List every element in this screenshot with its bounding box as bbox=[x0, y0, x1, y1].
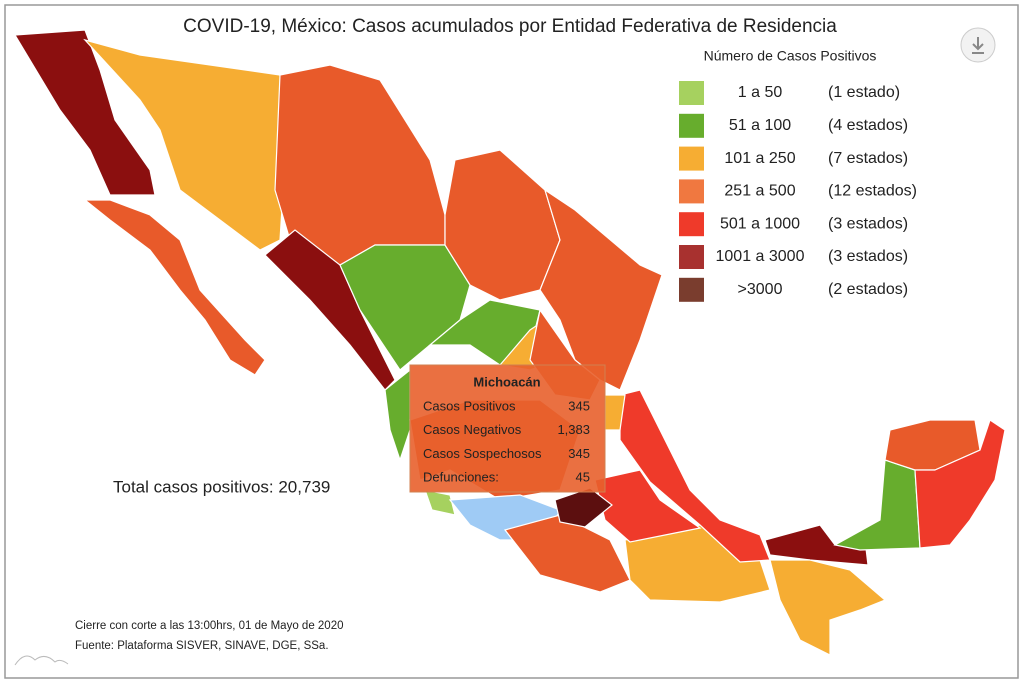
legend-count: (1 estado) bbox=[828, 84, 900, 101]
tooltip-label: Casos Negativos bbox=[423, 422, 522, 437]
legend-count: (3 estados) bbox=[828, 215, 908, 232]
state[interactable] bbox=[13, 29, 156, 196]
legend-count: (3 estados) bbox=[828, 248, 908, 265]
legend-range: 101 a 250 bbox=[724, 150, 795, 167]
note: Cierre con corte a las 13:00hrs, 01 de M… bbox=[75, 620, 344, 632]
legend-swatch bbox=[679, 146, 704, 171]
legend-range: >3000 bbox=[738, 281, 783, 298]
tooltip: Michoacán Casos Positivos 345 Casos Negati… bbox=[409, 364, 606, 493]
legend-title: Número de Casos Positivos bbox=[704, 48, 877, 64]
legend-range: 501 a 1000 bbox=[720, 215, 800, 232]
title: COVID-19, México: Casos acumulados por E… bbox=[183, 16, 837, 37]
state[interactable] bbox=[384, 368, 411, 462]
state[interactable] bbox=[914, 419, 1006, 549]
legend-count: (2 estados) bbox=[828, 281, 908, 298]
tooltip-label: Defunciones: bbox=[423, 470, 499, 485]
state[interactable] bbox=[594, 469, 702, 543]
state[interactable] bbox=[264, 229, 396, 391]
note: Fuente: Plataforma SISVER, SINAVE, DGE, … bbox=[75, 640, 329, 652]
legend-swatch bbox=[679, 179, 704, 204]
legend-range: 1001 a 3000 bbox=[716, 248, 805, 265]
tooltip-value: 1,383 bbox=[557, 422, 590, 437]
legend-count: (12 estados) bbox=[828, 183, 917, 200]
legend-swatch bbox=[679, 212, 704, 237]
tooltip-title: Michoacán bbox=[473, 374, 540, 389]
logo bbox=[14, 655, 69, 666]
tooltip-value: 345 bbox=[568, 446, 590, 461]
tooltip-value: 45 bbox=[576, 470, 590, 485]
state[interactable] bbox=[619, 389, 771, 563]
legend-range: 251 a 500 bbox=[724, 183, 795, 200]
tooltip-rows: Casos Positivos 345 Casos Negativos 1,383 Ca… bbox=[423, 398, 590, 484]
total: Total casos positivos: 20,739 bbox=[113, 477, 330, 496]
tooltip-value: 345 bbox=[568, 398, 590, 413]
state[interactable] bbox=[539, 188, 663, 391]
tooltip-box bbox=[409, 364, 606, 493]
legend: 1 a 50 (1 estado) 51 a 100 (4 estados) 101 a… bbox=[679, 81, 917, 302]
legend-swatch bbox=[679, 245, 704, 269]
download-icon bbox=[972, 37, 984, 54]
state[interactable] bbox=[769, 559, 887, 656]
legend-count: (4 estados) bbox=[828, 117, 908, 134]
legend-range: 51 a 100 bbox=[729, 117, 791, 134]
state[interactable] bbox=[83, 199, 266, 376]
state[interactable] bbox=[764, 524, 869, 566]
legend-range: 1 a 50 bbox=[738, 84, 783, 101]
map bbox=[13, 29, 1006, 656]
legend-count: (7 estados) bbox=[828, 150, 908, 167]
tooltip-label: Casos Positivos bbox=[423, 398, 516, 413]
tooltip-label: Casos Sospechosos bbox=[423, 446, 542, 461]
legend-swatch bbox=[679, 113, 704, 138]
state[interactable] bbox=[83, 38, 286, 251]
state[interactable] bbox=[424, 489, 456, 516]
legend-swatch bbox=[679, 277, 704, 302]
legend-swatch bbox=[679, 81, 704, 105]
